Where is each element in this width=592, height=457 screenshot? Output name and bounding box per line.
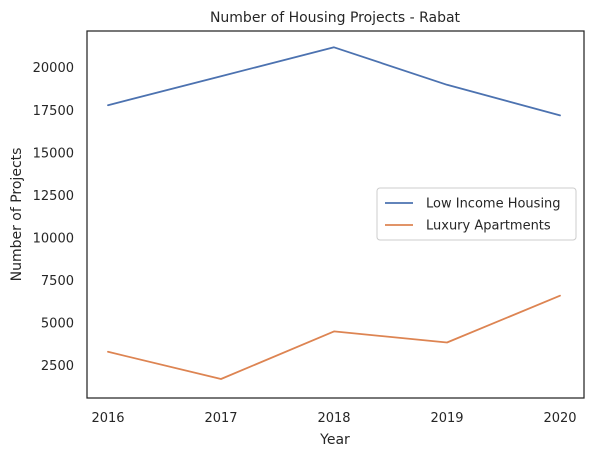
x-tick-label: 2018 xyxy=(317,411,350,426)
x-axis-title: Year xyxy=(319,432,350,448)
x-tick-label: 2016 xyxy=(91,411,124,426)
series-line-0 xyxy=(107,46,561,117)
plot-area xyxy=(107,46,561,380)
legend: Low Income Housing Luxury Apartments xyxy=(376,187,577,241)
y-tick-label: 20000 xyxy=(33,61,74,76)
x-axis-ticks: 2016 2017 2018 2019 2020 xyxy=(91,411,576,426)
y-tick-label: 12500 xyxy=(33,189,74,204)
y-axis-ticks: 2500 5000 7500 10000 12500 15000 17500 20000 xyxy=(33,61,74,374)
legend-box xyxy=(376,187,577,241)
y-axis-title: Number of Projects xyxy=(9,148,25,282)
legend-label: Low Income Housing xyxy=(426,197,561,212)
y-tick-label: 5000 xyxy=(41,316,74,331)
chart-title: Number of Housing Projects - Rabat xyxy=(210,10,461,26)
series-line-1 xyxy=(107,294,561,380)
plot-frame xyxy=(86,30,585,399)
y-tick-label: 10000 xyxy=(33,231,74,246)
x-tick-label: 2019 xyxy=(430,411,463,426)
y-tick-label: 15000 xyxy=(33,146,74,161)
x-tick-label: 2017 xyxy=(204,411,237,426)
y-tick-label: 17500 xyxy=(33,104,74,119)
x-tick-label: 2020 xyxy=(543,411,576,426)
y-tick-label: 2500 xyxy=(41,359,74,374)
legend-label: Luxury Apartments xyxy=(426,219,551,234)
y-tick-label: 7500 xyxy=(41,274,74,289)
